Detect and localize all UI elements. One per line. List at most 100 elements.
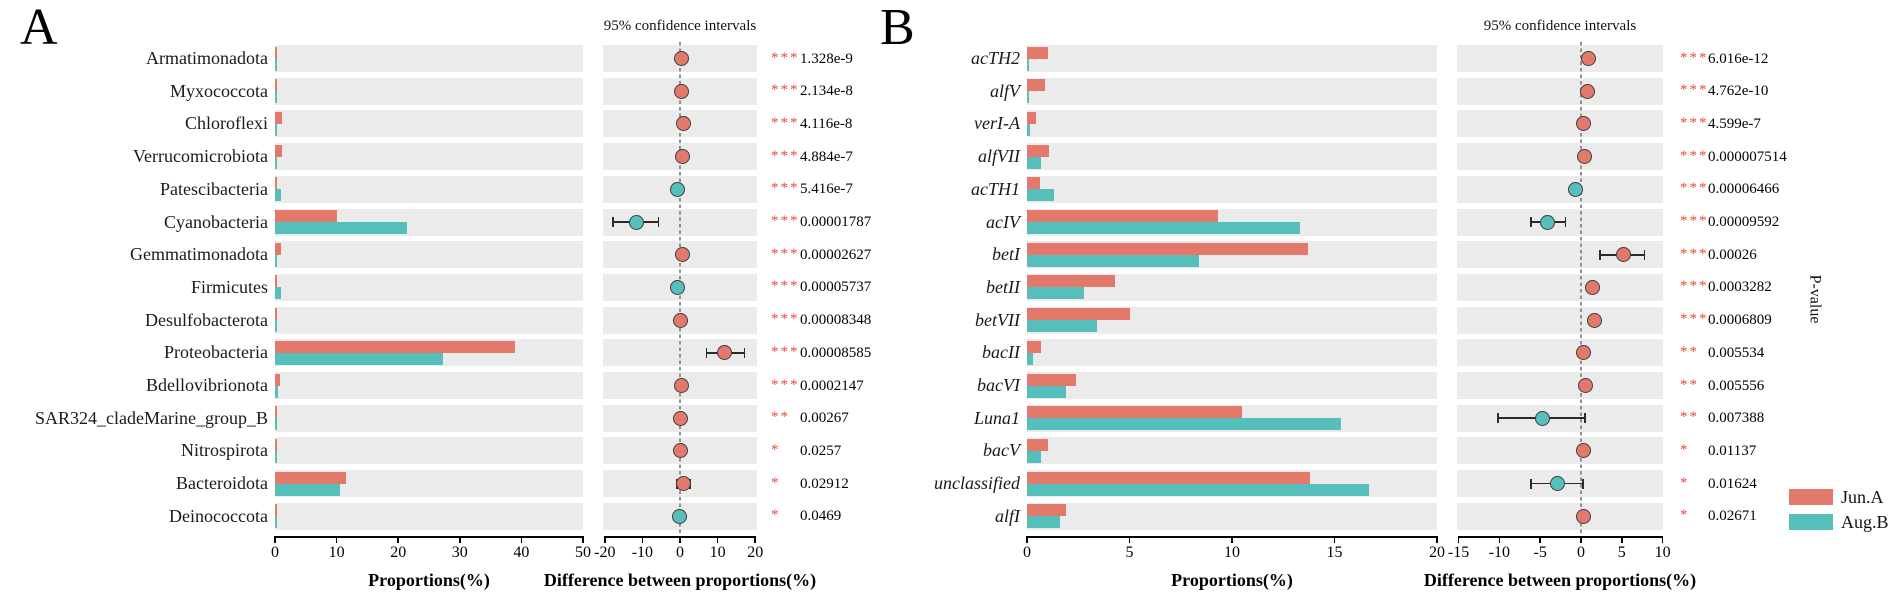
bar-aug-b	[1027, 254, 1200, 267]
proportions-row-bg	[275, 372, 583, 399]
ci-row-bg	[1457, 45, 1663, 72]
bar-jun-a	[1027, 438, 1048, 451]
bar-aug-b	[275, 483, 341, 496]
axis-tick-label: 20	[1429, 544, 1445, 561]
p-value: 5.416e-7	[800, 181, 853, 198]
bar-aug-b	[275, 189, 282, 202]
axis-tick	[1539, 536, 1541, 543]
significance-stars: *	[771, 441, 781, 458]
legend-swatch-jun	[1789, 489, 1833, 505]
ci-whisker-cap	[1584, 413, 1586, 424]
difference-dot	[673, 83, 689, 99]
proportions-row-bg	[1027, 45, 1437, 72]
bar-aug-b	[275, 385, 279, 398]
bar-aug-b	[1027, 418, 1341, 431]
axis-tick-label: -10	[631, 544, 654, 561]
bar-jun-a	[1027, 406, 1243, 419]
axis-tick	[1498, 536, 1501, 543]
difference-dot	[673, 443, 689, 459]
significance-stars: ***	[1680, 49, 1709, 66]
bar-jun-a	[275, 46, 278, 59]
proportions-row-bg	[275, 77, 583, 105]
proportions-row-bg	[275, 502, 583, 530]
bar-jun-a	[1027, 79, 1046, 92]
bar-jun-a	[275, 471, 346, 484]
ci-whisker-cap	[1643, 249, 1646, 260]
significance-stars: ***	[1680, 147, 1709, 164]
axis-tick-label: 10	[1224, 544, 1240, 561]
ci-whisker-cap	[657, 217, 660, 227]
axis-tick-label: 20	[747, 544, 764, 561]
p-value: 1.328e-9	[800, 50, 853, 67]
axis-tick	[1436, 536, 1438, 543]
bar-aug-b	[1027, 516, 1060, 529]
difference-dot	[629, 214, 645, 230]
significance-stars: **	[1680, 343, 1699, 360]
difference-dot	[673, 378, 689, 393]
p-value: 0.0257	[800, 442, 842, 459]
axis-tick-label: 20	[390, 544, 407, 561]
axis-tick-label: 10	[1654, 544, 1671, 561]
p-value: 4.116e-8	[800, 115, 853, 132]
axis-tick-label: -20	[594, 544, 616, 561]
proportions-row-bg	[275, 437, 583, 465]
category-label: acIV	[986, 211, 1020, 232]
p-value: 0.00002627	[800, 246, 872, 263]
panel-label-A: A	[20, 0, 58, 56]
proportions-row-bg	[275, 143, 583, 171]
p-value: 0.02671	[1708, 508, 1757, 525]
bar-jun-a	[1027, 340, 1042, 353]
category-label: bacV	[983, 440, 1020, 461]
significance-stars: ***	[1680, 180, 1709, 197]
bar-aug-b	[1027, 352, 1034, 365]
bar-jun-a	[1027, 177, 1041, 190]
category-label: unclassified	[934, 473, 1020, 494]
axis-tick-label: -10	[1488, 544, 1511, 561]
difference-dot	[1581, 51, 1597, 66]
axis-tick-label: -15	[1447, 544, 1470, 561]
significance-stars: ***	[771, 311, 800, 328]
category-label: Armatimonadota	[146, 48, 268, 68]
ci-header: 95% confidence intervals	[1483, 18, 1637, 34]
proportions-row-bg	[1027, 175, 1437, 203]
p-value-axis-label: P-value	[1806, 274, 1824, 324]
bar-jun-a	[275, 242, 281, 255]
proportions-row-bg	[275, 175, 583, 203]
bar-jun-a	[275, 177, 277, 190]
p-value: 2.134e-8	[800, 83, 853, 100]
proportions-row-bg	[1027, 437, 1437, 465]
axis-tick-label: 5	[1617, 544, 1626, 561]
bar-aug-b	[1027, 483, 1370, 496]
significance-stars: **	[1680, 376, 1699, 393]
category-label: verI-A	[974, 113, 1020, 134]
bar-aug-b	[275, 516, 277, 529]
bar-aug-b	[275, 58, 277, 71]
ci-whisker-cap	[705, 347, 708, 358]
difference-dot	[1576, 149, 1592, 165]
bar-jun-a	[1027, 242, 1308, 255]
bar-jun-a	[275, 308, 277, 321]
p-value: 4.599e-7	[1708, 115, 1761, 132]
axis-tick	[1457, 536, 1460, 543]
bar-aug-b	[1027, 385, 1066, 398]
p-value: 0.02912	[800, 475, 849, 492]
ci-whisker-cap	[1530, 478, 1533, 489]
significance-stars: ***	[771, 278, 800, 295]
ci-row-bg	[1457, 372, 1663, 399]
ci-whisker-cap	[1582, 478, 1585, 489]
significance-stars: ***	[771, 49, 800, 66]
axis-tick	[274, 536, 276, 543]
bar-aug-b	[1027, 222, 1300, 234]
proportions-row-bg	[275, 404, 583, 432]
axis-tick-label: 40	[513, 544, 530, 561]
p-value: 0.00001787	[800, 214, 872, 230]
difference-dot	[1584, 279, 1600, 295]
bar-jun-a	[275, 79, 278, 92]
axis-tick-label: 50	[575, 544, 591, 561]
difference-dot	[1615, 247, 1631, 263]
category-label: Deinococcota	[169, 505, 268, 526]
proportions-row-bg	[1027, 143, 1437, 171]
axis-tick	[520, 536, 523, 543]
axis-tick	[335, 536, 338, 543]
